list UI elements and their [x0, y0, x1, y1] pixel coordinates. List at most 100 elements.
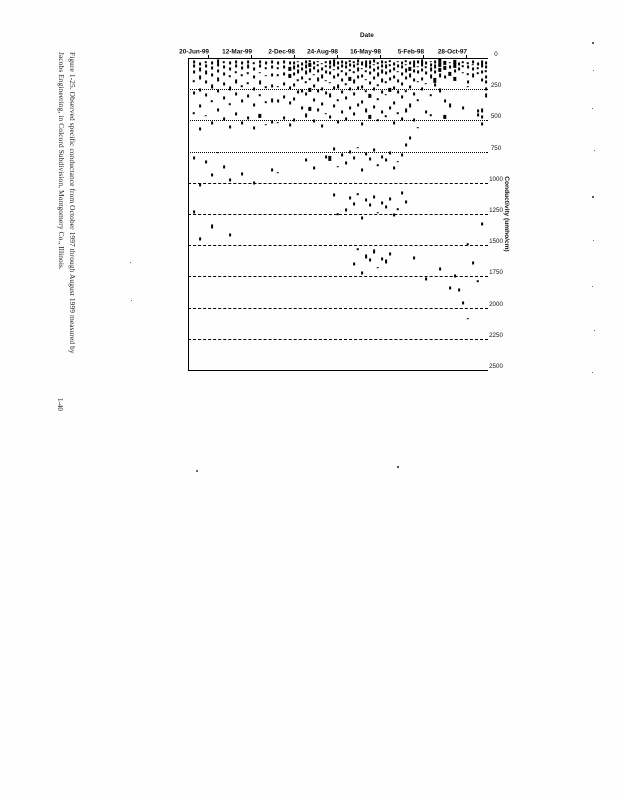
data-point [320, 124, 324, 128]
data-point [384, 259, 388, 263]
page-number: 1-40 [56, 398, 64, 411]
data-point [336, 61, 340, 65]
data-point [270, 98, 274, 102]
data-point [453, 69, 457, 73]
x-tick-label: 1500 [489, 238, 503, 246]
data-point [228, 125, 232, 129]
data-point [477, 280, 479, 283]
data-point [360, 61, 364, 66]
data-point [384, 204, 388, 209]
data-point [485, 70, 487, 72]
data-point [193, 80, 195, 82]
gridline [188, 370, 488, 371]
gridline [188, 182, 488, 184]
data-point [198, 67, 202, 72]
data-point [210, 224, 214, 229]
data-point [480, 108, 484, 112]
plot-area: 0 250 500 750 1000 1250 1500 1750 2000 2250 2500 28… [180, 49, 503, 371]
data-point [360, 168, 364, 172]
data-point [204, 64, 208, 68]
data-point [364, 198, 368, 202]
data-point [328, 65, 332, 69]
data-point [320, 74, 324, 79]
gridline [188, 89, 488, 91]
data-point [332, 104, 336, 108]
data-point [476, 62, 480, 66]
data-point [429, 74, 433, 79]
data-point [300, 62, 304, 66]
data-point [352, 64, 356, 68]
data-point [292, 97, 296, 101]
data-point [344, 117, 348, 121]
gridline [188, 276, 488, 278]
data-point [321, 62, 323, 65]
data-point [404, 108, 408, 112]
data-point [265, 74, 267, 77]
data-point [376, 66, 380, 70]
figure-caption: Figure 1-25. Observed specific conductan… [56, 52, 78, 382]
data-point [400, 95, 404, 99]
data-point [356, 86, 360, 90]
y-axis-title: Date [360, 32, 374, 39]
data-point [292, 61, 296, 65]
y-tick-label: 24-Aug-98 [307, 48, 338, 56]
data-point [348, 63, 352, 67]
gridline [188, 338, 488, 340]
data-point [210, 66, 214, 70]
data-point [324, 155, 328, 159]
data-point [392, 121, 396, 125]
data-point [229, 103, 231, 105]
data-point [332, 86, 336, 90]
data-point [304, 64, 308, 69]
data-point [368, 81, 372, 85]
data-point [397, 60, 399, 63]
data-point [246, 60, 250, 64]
data-point [389, 64, 391, 67]
data-point [204, 160, 208, 164]
scan-speck [594, 150, 596, 152]
data-point [296, 90, 300, 94]
data-point [356, 59, 360, 63]
data-point [453, 63, 457, 68]
scan-speck [593, 70, 595, 72]
data-point [288, 74, 292, 79]
data-point [443, 75, 447, 79]
data-point [377, 266, 379, 269]
data-point [433, 64, 437, 69]
data-point [292, 118, 296, 122]
data-point [344, 96, 348, 100]
data-point [328, 115, 332, 119]
data-point [433, 60, 437, 64]
data-point [380, 155, 384, 159]
data-point [300, 106, 304, 110]
data-point [357, 248, 359, 250]
data-point [400, 72, 404, 76]
data-point [276, 99, 280, 103]
data-point [240, 61, 244, 65]
data-point [377, 98, 379, 100]
data-point [325, 61, 327, 63]
data-point [484, 93, 488, 97]
data-point [325, 79, 327, 82]
data-point [438, 67, 442, 72]
data-point [349, 69, 351, 72]
data-point [276, 61, 280, 65]
scan-speck [592, 108, 594, 110]
data-point [385, 61, 387, 64]
data-point [309, 78, 311, 80]
data-point [252, 181, 256, 185]
data-point [400, 82, 404, 86]
data-point [193, 112, 195, 115]
data-point [192, 91, 196, 95]
data-point [336, 120, 340, 124]
data-point [412, 118, 416, 122]
data-point [316, 108, 320, 112]
data-point [246, 94, 250, 98]
data-point [372, 194, 376, 199]
data-point [424, 277, 428, 281]
data-point [449, 61, 451, 64]
data-point [332, 147, 336, 151]
data-point [198, 127, 202, 131]
data-point [453, 77, 457, 82]
data-point [364, 108, 368, 112]
